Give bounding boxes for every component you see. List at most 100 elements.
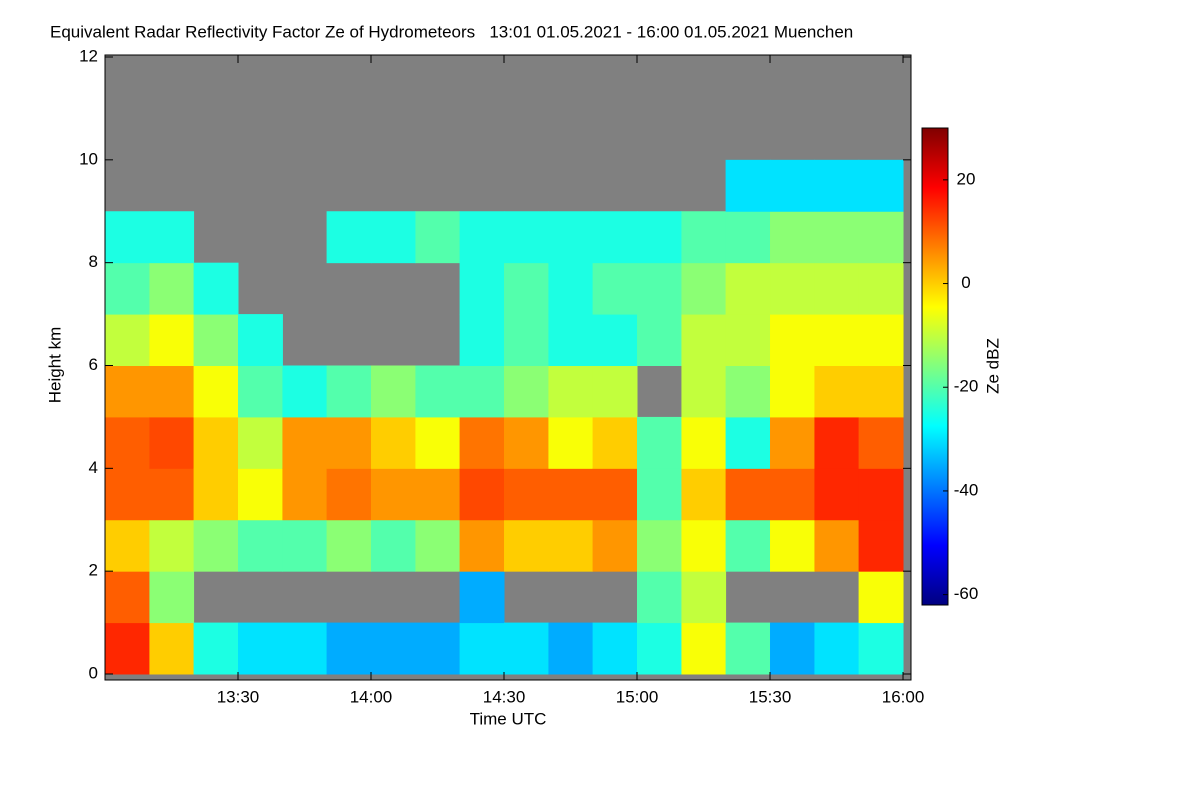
- heatmap-cell: [681, 519, 727, 572]
- heatmap-cell: [770, 159, 815, 212]
- heatmap-cell: [725, 262, 771, 315]
- heatmap-cell: [637, 211, 682, 264]
- x-tick-label: 15:00: [616, 687, 659, 706]
- y-axis-label: Height km: [45, 327, 64, 404]
- heatmap-cell: [105, 416, 150, 469]
- heatmap-cell: [858, 314, 904, 366]
- heatmap-cell: [681, 622, 727, 675]
- heatmap-cell: [725, 468, 771, 521]
- colorbar-tick-label: 20: [957, 169, 976, 188]
- colorbar-label: Ze dBZ: [983, 338, 1002, 394]
- heatmap-cell: [415, 365, 461, 418]
- heatmap-cell: [504, 365, 549, 418]
- heatmap-cell: [725, 365, 771, 418]
- heatmap-cell: [725, 519, 771, 572]
- heatmap-cell: [504, 468, 549, 521]
- heatmap-cell: [637, 314, 682, 366]
- heatmap-cell: [371, 365, 416, 418]
- heatmap-cell: [105, 314, 150, 366]
- heatmap-cell: [770, 262, 815, 315]
- y-tick-label: 12: [79, 46, 98, 65]
- heatmap-cell: [459, 314, 505, 366]
- heatmap-cell: [415, 211, 461, 264]
- heatmap-cell: [637, 416, 682, 469]
- heatmap-cell: [105, 365, 150, 418]
- heatmap-cell: [504, 416, 549, 469]
- heatmap-cell: [415, 468, 461, 521]
- heatmap-cell: [814, 622, 860, 675]
- heatmap-cell: [770, 622, 815, 675]
- heatmap-cell: [326, 622, 372, 675]
- heatmap-cell: [681, 468, 727, 521]
- heatmap-cell: [814, 159, 860, 212]
- heatmap-cell: [858, 159, 904, 212]
- heatmap-cell: [548, 211, 594, 264]
- heatmap-cell: [193, 519, 239, 572]
- heatmap-cell: [326, 365, 372, 418]
- heatmap-cell: [548, 365, 594, 418]
- heatmap-cells: [105, 159, 904, 675]
- heatmap-cell: [149, 365, 195, 418]
- heatmap-cell: [725, 314, 771, 366]
- colorbar-tick-label: -40: [954, 480, 979, 499]
- heatmap-cell: [592, 262, 638, 315]
- heatmap-cell: [415, 519, 461, 572]
- heatmap-cell: [238, 622, 283, 675]
- heatmap-cell: [105, 468, 150, 521]
- heatmap-cell: [504, 314, 549, 366]
- heatmap-cell: [681, 262, 727, 315]
- heatmap-cell: [858, 519, 904, 572]
- heatmap-cell: [725, 622, 771, 675]
- heatmap-cell: [371, 211, 416, 264]
- heatmap-cell: [858, 262, 904, 315]
- heatmap-cell: [637, 262, 682, 315]
- heatmap-cell: [548, 622, 594, 675]
- heatmap-cell: [415, 416, 461, 469]
- heatmap-cell: [814, 365, 860, 418]
- plot-frame: [104, 54, 912, 681]
- heatmap-cell: [105, 262, 150, 315]
- heatmap-cell: [193, 622, 239, 675]
- heatmap-cell: [504, 211, 549, 264]
- heatmap-cell: [238, 365, 283, 418]
- heatmap-cell: [770, 519, 815, 572]
- heatmap-cell: [592, 211, 638, 264]
- heatmap-cell: [592, 519, 638, 572]
- heatmap-cell: [105, 571, 150, 624]
- heatmap-cell: [238, 416, 283, 469]
- y-tick-label: 10: [79, 149, 98, 168]
- heatmap-cell: [238, 468, 283, 521]
- heatmap-cell: [371, 622, 416, 675]
- colorbar-tick-label: 0: [961, 273, 970, 292]
- heatmap-cell: [592, 365, 638, 418]
- heatmap-cell: [592, 416, 638, 469]
- heatmap-cell: [548, 262, 594, 315]
- heatmap-cell: [858, 416, 904, 469]
- heatmap-cell: [814, 416, 860, 469]
- heatmap-cell: [770, 314, 815, 366]
- heatmap-cell: [149, 571, 195, 624]
- heatmap-cell: [459, 468, 505, 521]
- heatmap-cell: [770, 468, 815, 521]
- y-tick-label: 0: [89, 663, 98, 682]
- heatmap-cell: [282, 416, 328, 469]
- heatmap-cell: [814, 519, 860, 572]
- heatmap-cell: [371, 519, 416, 572]
- heatmap-cell: [459, 622, 505, 675]
- heatmap-cell: [193, 468, 239, 521]
- heatmap-cell: [814, 262, 860, 315]
- heatmap-cell: [592, 468, 638, 521]
- colorbar-tick-label: -20: [954, 377, 979, 396]
- y-tick-label: 2: [89, 561, 98, 580]
- heatmap-cell: [105, 211, 150, 264]
- heatmap-cell: [770, 365, 815, 418]
- heatmap-cell: [282, 519, 328, 572]
- heatmap-cell: [814, 211, 860, 264]
- heatmap-cell: [681, 211, 727, 264]
- heatmap-cell: [149, 468, 195, 521]
- heatmap-cell: [858, 365, 904, 418]
- heatmap-cell: [459, 571, 505, 624]
- y-tick-label: 6: [89, 355, 98, 374]
- heatmap-cell: [282, 468, 328, 521]
